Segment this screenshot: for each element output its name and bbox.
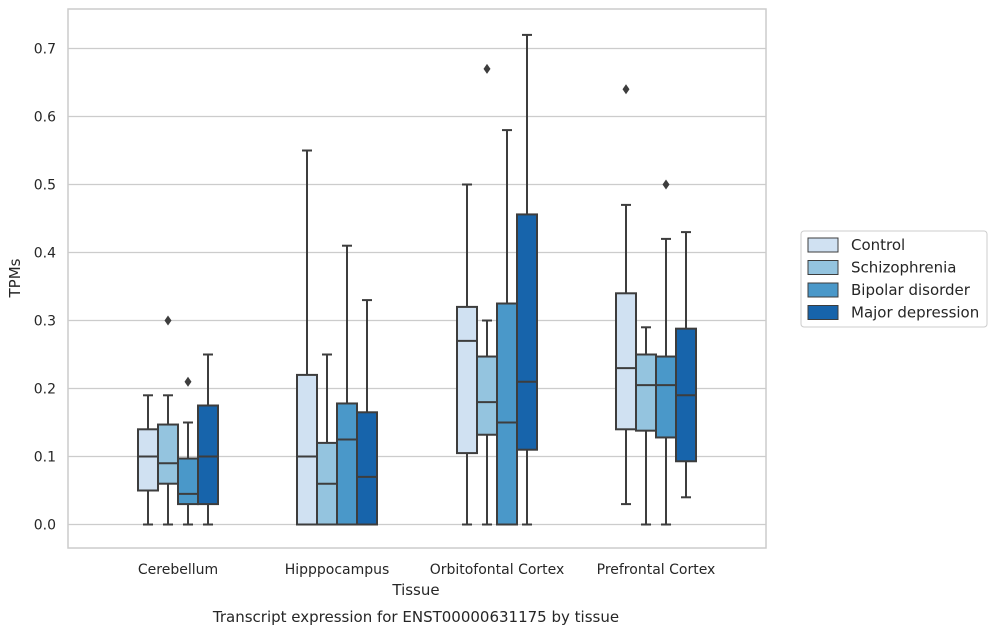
box-iqr [177, 457, 199, 506]
outlier-point [622, 84, 630, 95]
x-tick-label: Hipppocampus [285, 562, 390, 578]
box-major-depression [356, 299, 378, 526]
box-bipolar-disorder [336, 244, 358, 526]
box-iqr [516, 213, 538, 451]
legend-swatch [807, 237, 839, 253]
box-schizophrenia [316, 353, 338, 526]
y-tick-label: 0.7 [34, 42, 56, 58]
chart-caption: Transcript expression for ENST0000063117… [212, 608, 619, 626]
box-major-depression [516, 33, 538, 526]
box-iqr [356, 411, 378, 526]
box-iqr [197, 404, 219, 506]
box-bipolar-disorder [177, 376, 199, 526]
box-control [456, 183, 478, 526]
box-iqr [157, 423, 179, 485]
box-major-depression [197, 353, 219, 526]
legend-frame [800, 230, 988, 328]
box-iqr [615, 292, 637, 431]
y-tick-label: 0.6 [34, 110, 56, 126]
y-tick-label: 0.1 [34, 450, 56, 466]
outlier-point [164, 315, 172, 326]
box-iqr [336, 402, 358, 526]
y-tick-label: 0.0 [34, 518, 56, 534]
legend-items: Control Schizophrenia Bipolar disorder Majo… [807, 236, 979, 322]
box-control [137, 394, 159, 526]
box-schizophrenia [157, 315, 179, 526]
y-tick-label: 0.4 [34, 246, 56, 262]
outlier-point [483, 63, 491, 74]
box-groups [137, 33, 697, 526]
box-iqr [655, 355, 677, 439]
box-iqr [456, 305, 478, 455]
box-major-depression [675, 231, 697, 499]
x-tick-label: Cerebellum [138, 562, 218, 578]
box-iqr [635, 353, 657, 432]
y-tick-label: 0.3 [34, 314, 56, 330]
box-iqr [496, 302, 518, 526]
box-schizophrenia [476, 63, 498, 526]
x-ticks: Cerebellum Hipppocampus Orbitofontal Corte… [138, 562, 715, 578]
box-schizophrenia [635, 326, 657, 526]
legend-label: Major depression [851, 304, 979, 322]
x-tick-label: Orbitofontal Cortex [430, 562, 565, 578]
legend-label: Bipolar disorder [851, 281, 971, 299]
y-tick-label: 0.5 [34, 178, 56, 194]
box-bipolar-disorder [655, 179, 677, 526]
legend-swatch [807, 260, 839, 275]
y-tick-label: 0.2 [34, 382, 56, 398]
y-ticks: 0.0 0.1 0.2 0.3 0.4 0.5 0.6 0.7 [34, 42, 56, 534]
grid-lines [68, 47, 766, 526]
box-iqr [476, 355, 498, 436]
x-tick-label: Prefrontal Cortex [597, 562, 716, 578]
box-control [615, 84, 637, 506]
plot-frame [67, 8, 767, 549]
legend-swatch [807, 282, 839, 298]
box-iqr [137, 428, 159, 492]
box-iqr [296, 373, 318, 526]
legend-label: Schizophrenia [851, 259, 956, 277]
legend-label: Control [851, 236, 905, 254]
legend: Control Schizophrenia Bipolar disorder Majo… [800, 230, 988, 328]
outlier-point [662, 179, 670, 190]
legend-swatch [807, 305, 839, 320]
box-bipolar-disorder [496, 129, 518, 526]
y-axis-label: TPMs [6, 258, 24, 298]
outlier-point [184, 376, 192, 387]
box-control [296, 149, 318, 526]
x-axis-label: Tissue [391, 581, 439, 599]
